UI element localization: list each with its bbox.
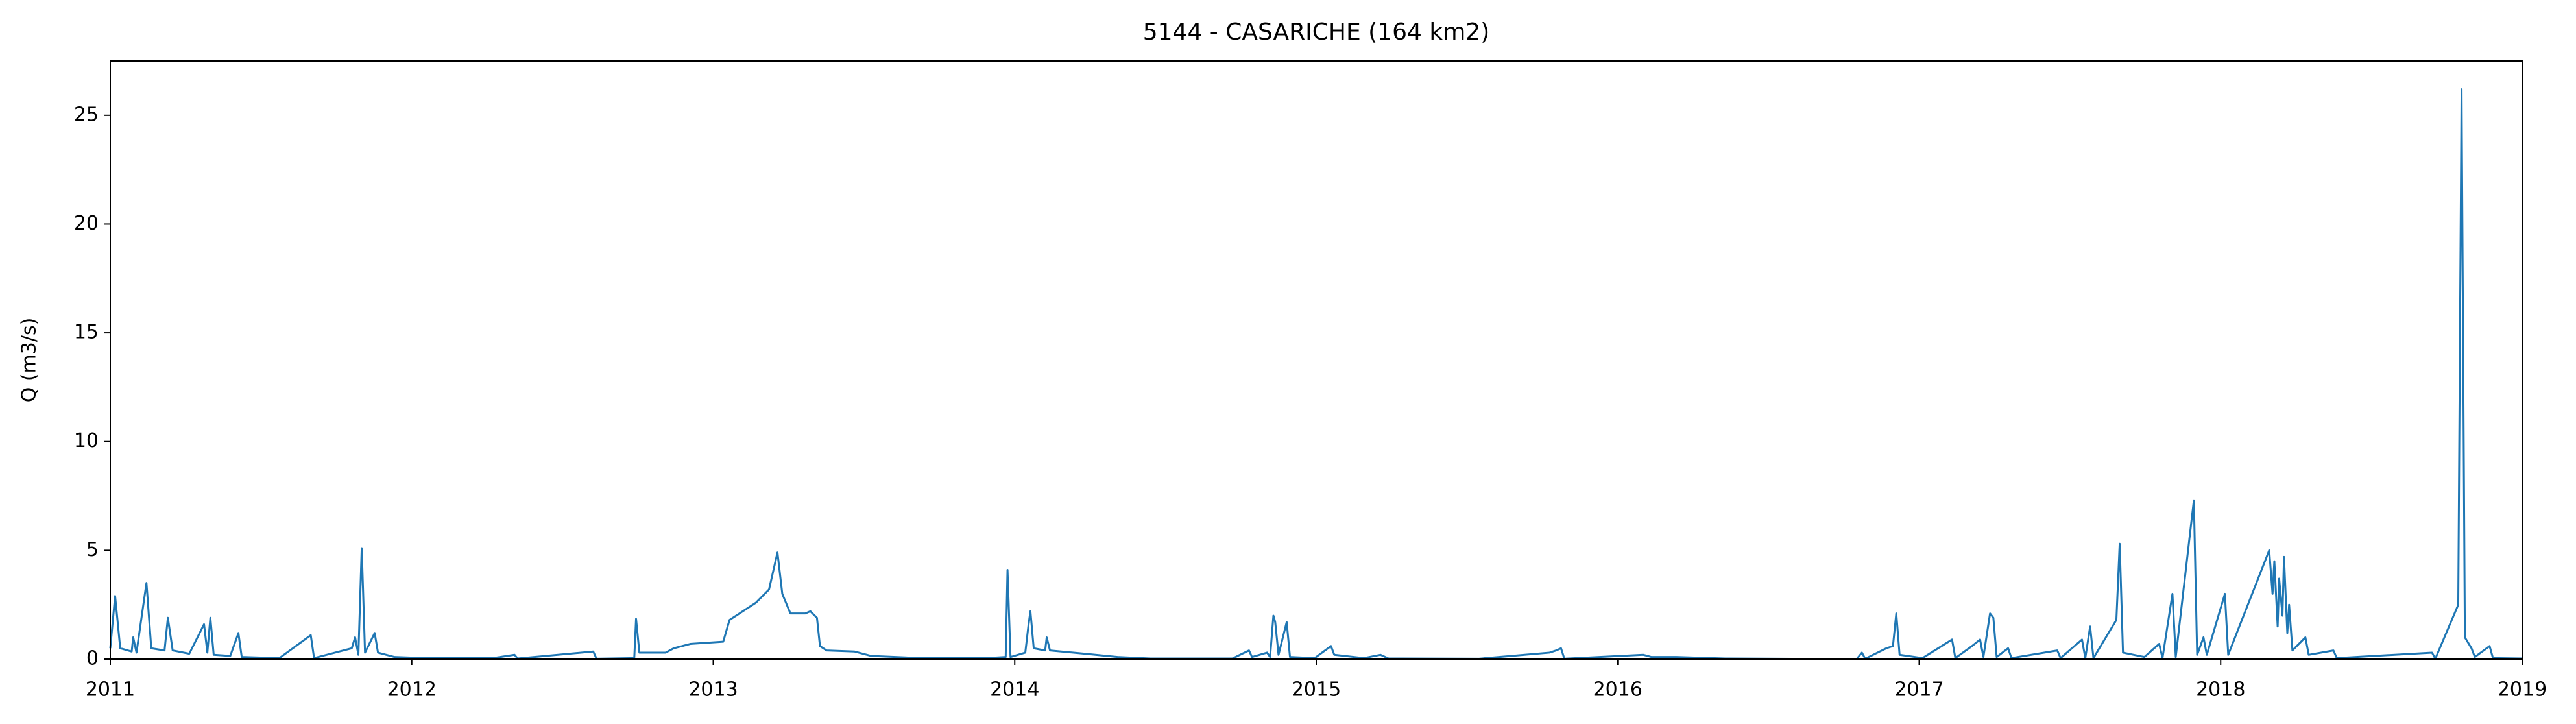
y-tick-label: 10 (74, 429, 99, 452)
plot-frame (110, 60, 2523, 660)
x-tick-label: 2012 (387, 679, 437, 701)
x-tick-label: 2015 (1292, 679, 1341, 701)
x-tick-label: 2017 (1894, 679, 1944, 701)
x-tick-label: 2016 (1593, 679, 1643, 701)
chart-title: 5144 - CASARICHE (164 km2) (1143, 19, 1490, 45)
x-tick-label: 2019 (2498, 679, 2547, 701)
x-tick-label: 2014 (990, 679, 1039, 701)
y-tick-label: 15 (74, 321, 99, 344)
y-tick-label: 5 (86, 538, 99, 561)
x-tick-label: 2013 (688, 679, 738, 701)
y-tick-label: 0 (86, 647, 99, 670)
data-line (109, 88, 2523, 660)
y-tick-label: 25 (74, 103, 99, 126)
y-tick-label: 20 (74, 212, 99, 235)
x-tick-label: 2011 (86, 679, 135, 701)
x-tick-label: 2018 (2196, 679, 2245, 701)
y-axis-label: Q (m3/s) (18, 318, 41, 403)
